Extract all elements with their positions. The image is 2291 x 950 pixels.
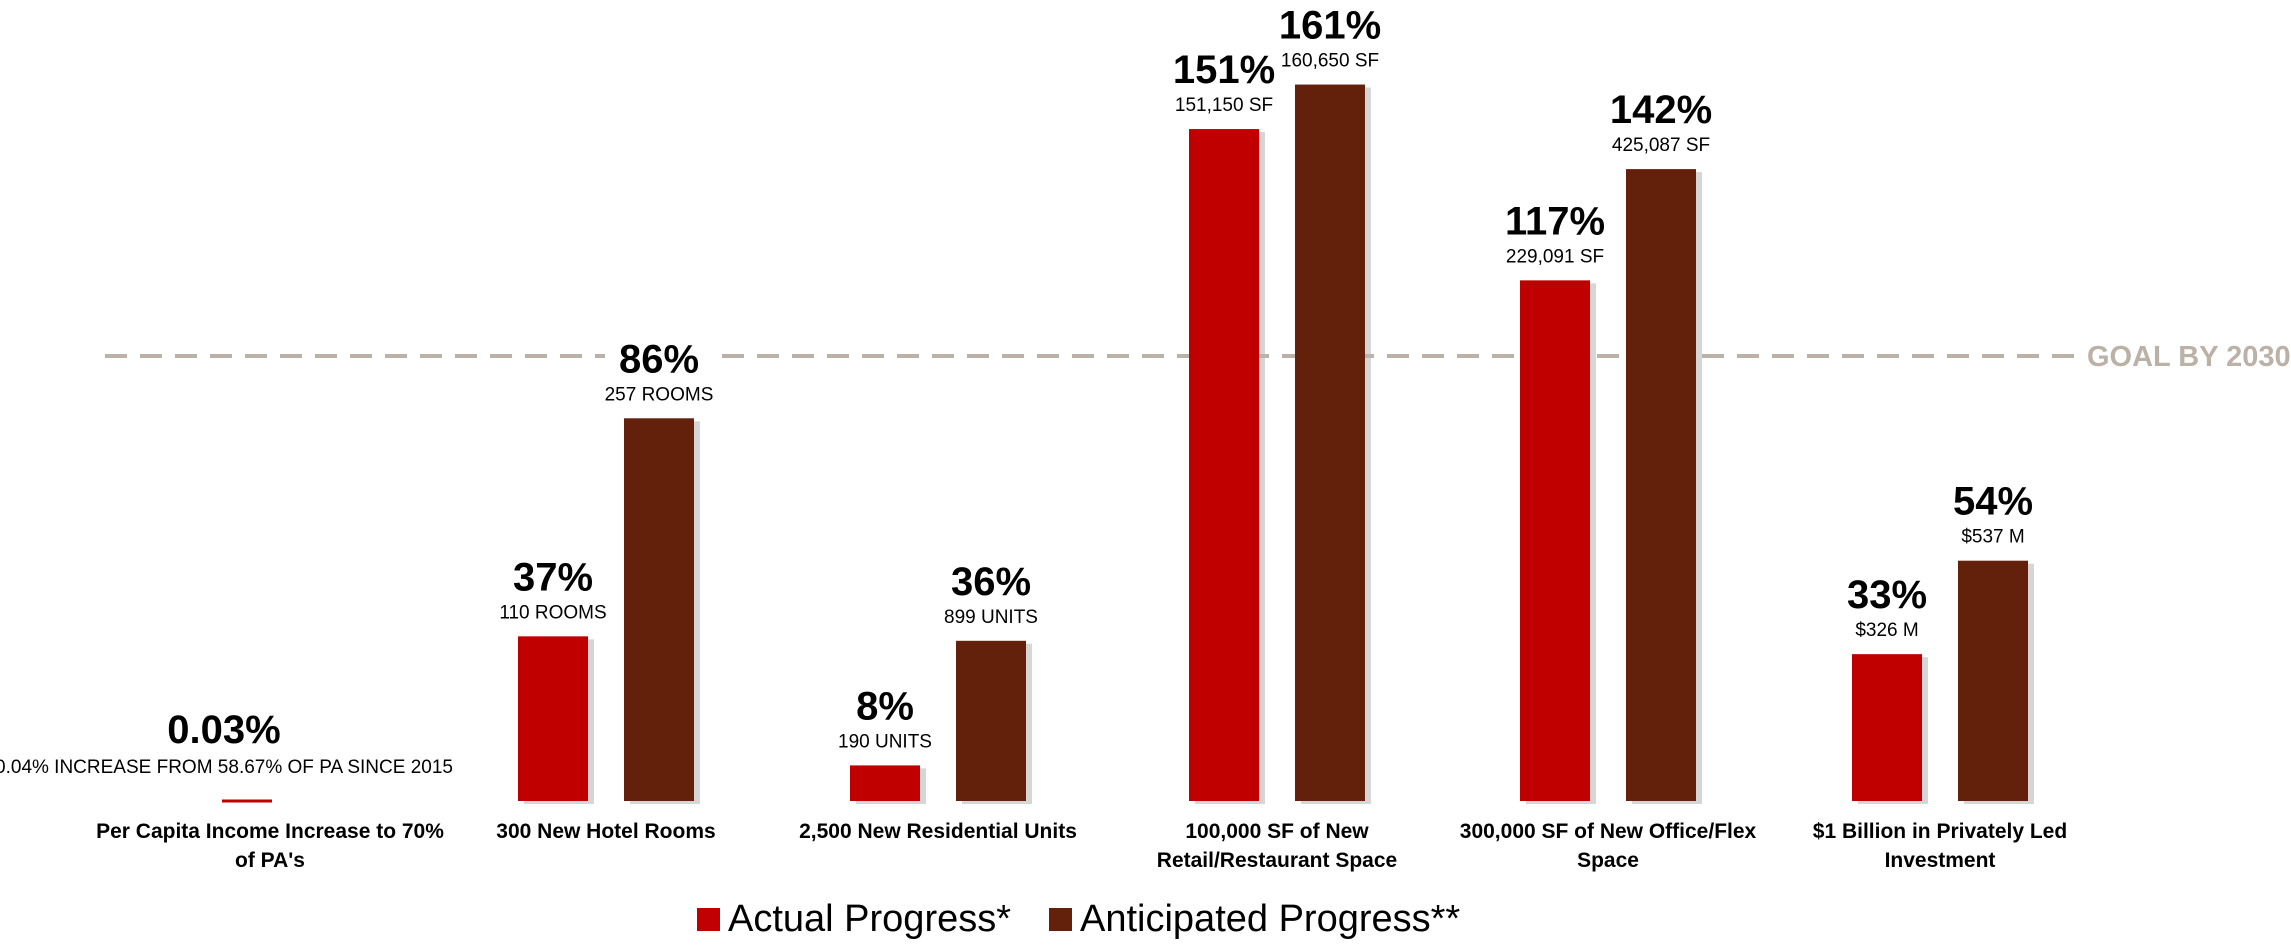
anticipated-value-label-4: 425,087 SF bbox=[1612, 135, 1710, 156]
actual-value-label-0: 0.04% INCREASE FROM 58.67% OF PA SINCE 2… bbox=[0, 757, 453, 778]
actual-percent-label-5: 33% bbox=[1847, 573, 1927, 617]
actual-percent-label-0: 0.03% bbox=[167, 708, 280, 752]
category-label-2-line-0: 2,500 New Residential Units bbox=[799, 820, 1077, 843]
actual-percent-label-1: 37% bbox=[513, 555, 593, 599]
anticipated-bar-3 bbox=[1295, 84, 1365, 802]
actual-bar-2 bbox=[850, 765, 920, 801]
goal-label: GOAL BY 2030 bbox=[2087, 341, 2291, 373]
actual-value-label-4: 229,091 SF bbox=[1506, 246, 1604, 267]
legend-swatch-actual bbox=[697, 908, 720, 931]
actual-value-label-3: 151,150 SF bbox=[1175, 95, 1273, 116]
actual-percent-label-3: 151% bbox=[1173, 48, 1275, 92]
actual-value-label-2: 190 UNITS bbox=[838, 731, 932, 752]
category-label-0-line-1: of PA's bbox=[235, 849, 305, 872]
category-label-3-line-0: 100,000 SF of New bbox=[1185, 820, 1369, 843]
legend-label-anticipated: Anticipated Progress** bbox=[1080, 898, 1460, 940]
anticipated-value-label-5: $537 M bbox=[1961, 527, 2024, 548]
actual-value-label-1: 110 ROOMS bbox=[499, 602, 606, 623]
anticipated-value-label-1: 257 ROOMS bbox=[605, 384, 714, 405]
category-label-4-line-0: 300,000 SF of New Office/Flex bbox=[1460, 820, 1757, 843]
anticipated-bar-1 bbox=[624, 418, 694, 801]
actual-value-label-5: $326 M bbox=[1855, 620, 1918, 641]
category-label-5-line-0: $1 Billion in Privately Led bbox=[1813, 820, 2067, 843]
anticipated-percent-label-2: 36% bbox=[951, 560, 1031, 604]
anticipated-percent-label-4: 142% bbox=[1610, 88, 1712, 132]
anticipated-value-label-3: 160,650 SF bbox=[1281, 51, 1379, 72]
anticipated-percent-label-3: 161% bbox=[1279, 4, 1381, 48]
anticipated-percent-label-1: 86% bbox=[619, 337, 699, 381]
actual-bar-5 bbox=[1852, 654, 1922, 801]
actual-percent-label-2: 8% bbox=[856, 684, 914, 728]
category-label-1-line-0: 300 New Hotel Rooms bbox=[496, 820, 715, 843]
category-label-0-line-0: Per Capita Income Increase to 70% bbox=[96, 820, 444, 843]
category-label-5-line-1: Investment bbox=[1885, 849, 1996, 872]
anticipated-bar-2 bbox=[956, 640, 1026, 801]
anticipated-value-label-2: 899 UNITS bbox=[944, 607, 1038, 628]
anticipated-bar-4 bbox=[1626, 169, 1696, 802]
legend-label-actual: Actual Progress* bbox=[728, 898, 1011, 940]
anticipated-bar-5 bbox=[1958, 560, 2028, 801]
actual-bar-1 bbox=[518, 636, 588, 801]
legend-swatch-anticipated bbox=[1049, 908, 1072, 931]
actual-bar-3 bbox=[1189, 129, 1259, 802]
category-label-4-line-1: Space bbox=[1577, 849, 1639, 872]
category-label-3-line-1: Retail/Restaurant Space bbox=[1157, 849, 1397, 872]
anticipated-percent-label-5: 54% bbox=[1953, 480, 2033, 524]
actual-percent-label-4: 117% bbox=[1505, 199, 1605, 243]
actual-bar-4 bbox=[1520, 280, 1590, 802]
